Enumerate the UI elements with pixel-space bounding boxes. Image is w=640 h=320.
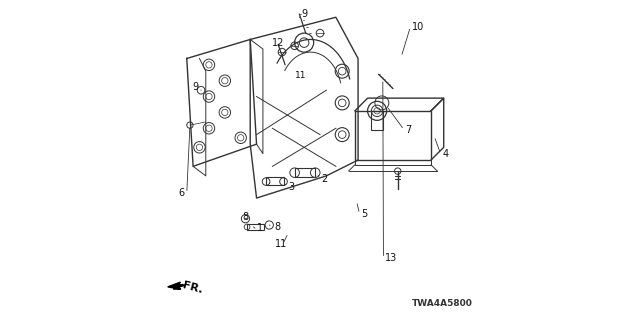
Text: 11: 11 — [275, 239, 287, 249]
Text: 8: 8 — [274, 222, 280, 232]
Bar — [266, 178, 284, 185]
Bar — [371, 111, 383, 130]
Text: 13: 13 — [385, 253, 397, 263]
Text: 4: 4 — [442, 149, 448, 159]
Text: 9: 9 — [193, 82, 198, 92]
Text: 2: 2 — [321, 174, 328, 184]
Bar — [247, 224, 264, 230]
Text: 11: 11 — [294, 70, 306, 80]
Text: 1: 1 — [257, 223, 262, 233]
Text: 12: 12 — [273, 38, 285, 48]
Text: 6: 6 — [179, 188, 185, 198]
Polygon shape — [168, 282, 185, 289]
Text: 9: 9 — [301, 9, 307, 19]
Bar — [294, 168, 316, 178]
Text: FR.: FR. — [181, 280, 204, 295]
Text: 7: 7 — [406, 125, 412, 135]
Text: 10: 10 — [412, 22, 424, 32]
Text: 3: 3 — [288, 182, 294, 192]
Text: TWA4A5800: TWA4A5800 — [412, 299, 472, 308]
Text: 5: 5 — [361, 209, 367, 219]
Bar — [355, 111, 431, 160]
Text: 8: 8 — [243, 212, 248, 222]
